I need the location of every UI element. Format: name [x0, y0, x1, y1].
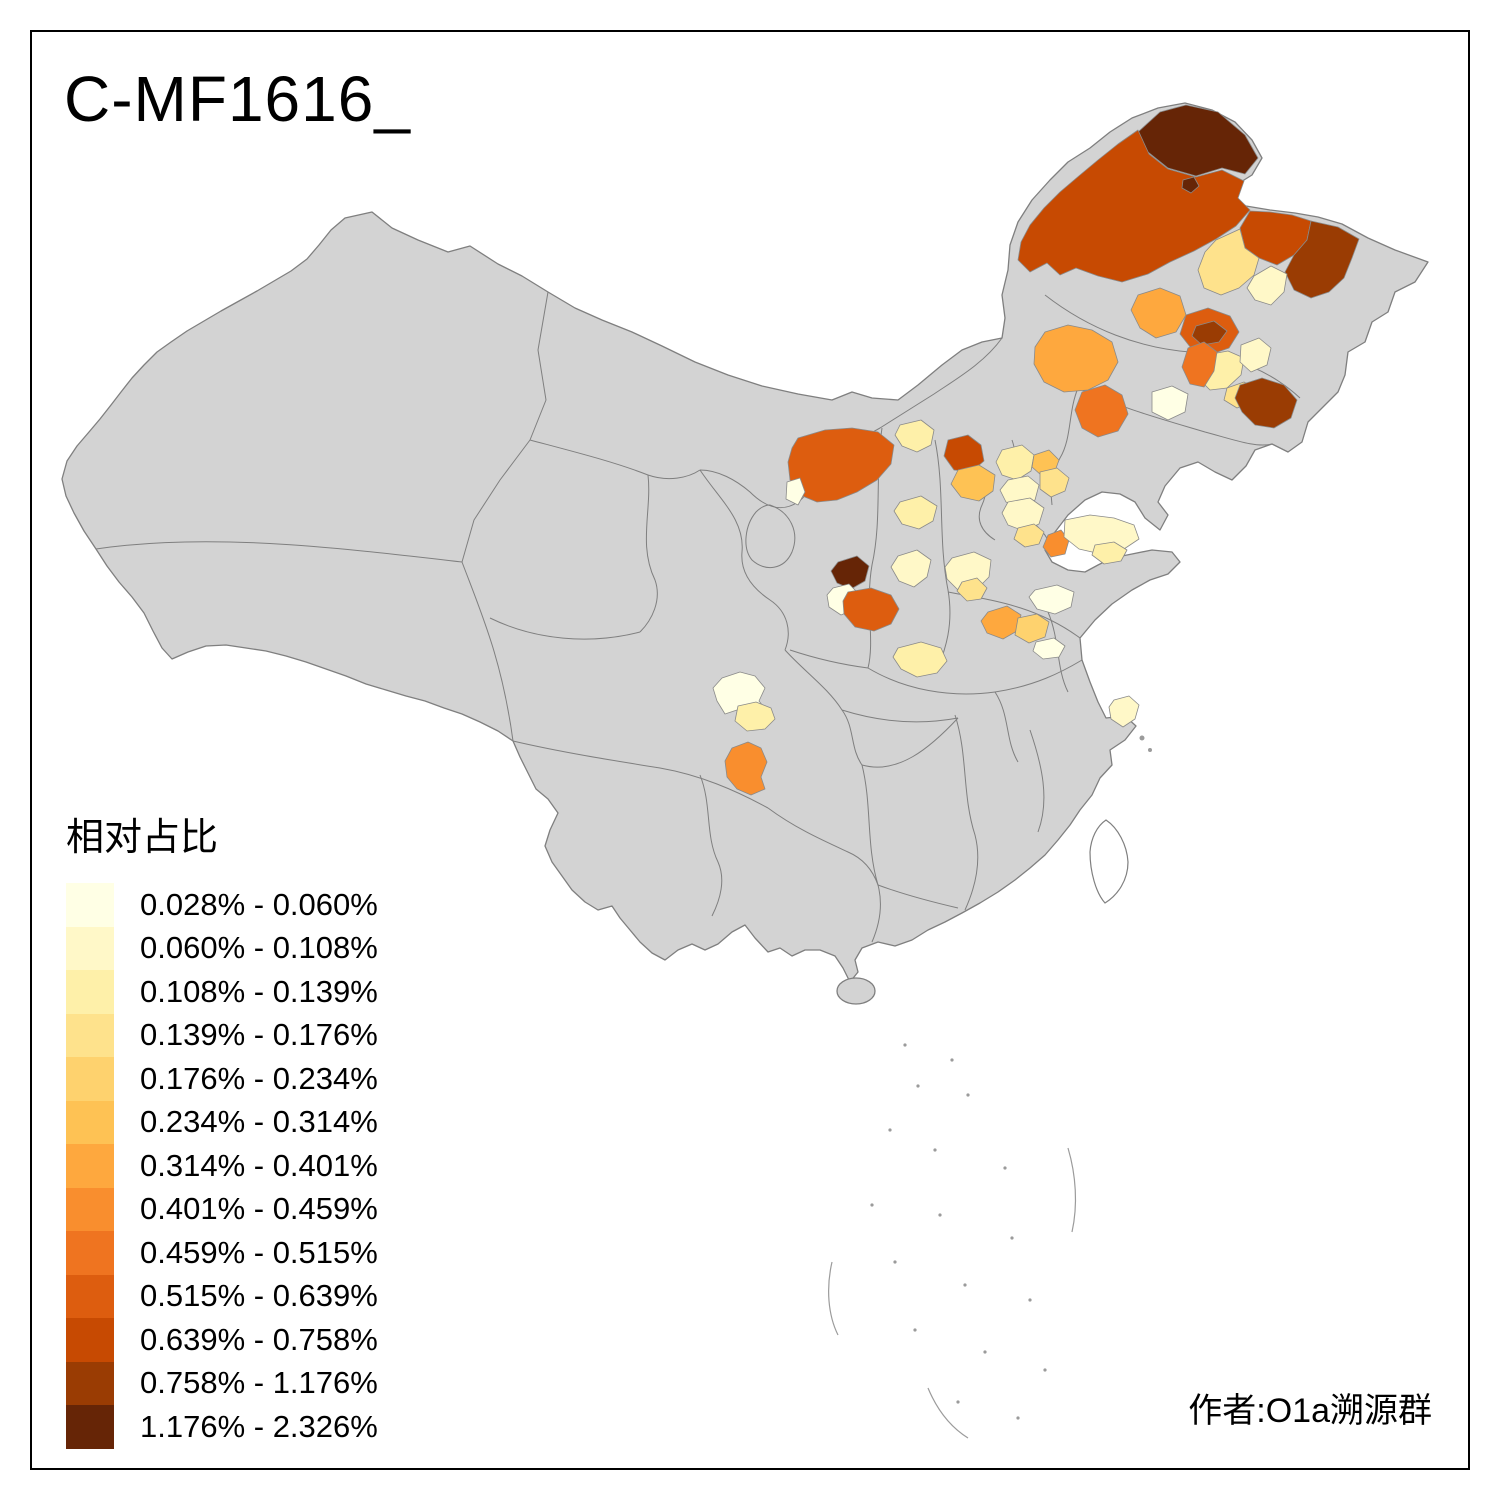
legend-swatch	[66, 1405, 114, 1449]
legend-row: 0.234% - 0.314%	[66, 1100, 378, 1144]
legend-swatch	[66, 1187, 114, 1231]
legend-label: 0.234% - 0.314%	[140, 1104, 378, 1140]
prefecture-region	[787, 427, 895, 503]
taiwan-island	[1089, 819, 1129, 904]
prefecture-region	[1246, 265, 1288, 306]
prefecture-region	[785, 477, 806, 506]
prefecture-region	[1181, 176, 1200, 194]
colored-prefectures	[712, 104, 1360, 796]
legend-row: 0.515% - 0.639%	[66, 1274, 378, 1318]
attribution-text: 作者:O1a溯源群	[1188, 1392, 1432, 1430]
prefecture-region	[1197, 228, 1260, 296]
prefecture-region	[1074, 384, 1129, 438]
legend-label: 0.459% - 0.515%	[140, 1234, 378, 1270]
prefecture-region	[950, 464, 996, 502]
legend-label: 0.176% - 0.234%	[140, 1060, 378, 1096]
legend-swatch	[66, 1057, 114, 1101]
legend-label: 0.639% - 0.758%	[140, 1321, 378, 1357]
legend-label: 0.028% - 0.060%	[140, 886, 378, 922]
legend-row: 0.639% - 0.758%	[66, 1318, 378, 1362]
legend-row: 0.060% - 0.108%	[66, 926, 378, 970]
coastal-islet	[1148, 748, 1152, 752]
legend-label: 0.108% - 0.139%	[140, 973, 378, 1009]
legend-row: 0.314% - 0.401%	[66, 1144, 378, 1188]
prefecture-region	[1091, 541, 1128, 565]
prefecture-region	[734, 701, 776, 732]
china-mainland-outline	[61, 102, 1429, 983]
legend-swatch	[66, 1231, 114, 1275]
legend-row: 0.758% - 1.176%	[66, 1361, 378, 1405]
prefecture-region	[1042, 529, 1070, 558]
legend-row: 1.176% - 2.326%	[66, 1405, 378, 1449]
legend-row: 0.176% - 0.234%	[66, 1057, 378, 1101]
legend-label: 0.314% - 0.401%	[140, 1147, 378, 1183]
legend-label: 0.515% - 0.639%	[140, 1278, 378, 1314]
coastal-islet	[1139, 735, 1145, 741]
prefecture-region	[980, 605, 1022, 640]
prefecture-region	[1033, 324, 1119, 393]
legend-title: 相对占比	[66, 817, 219, 859]
prefecture-region	[1234, 377, 1298, 429]
legend-row: 0.401% - 0.459%	[66, 1187, 378, 1231]
prefecture-region	[830, 555, 870, 590]
legend-label: 0.139% - 0.176%	[140, 1017, 378, 1053]
legend-label: 0.060% - 0.108%	[140, 930, 378, 966]
legend-swatch	[66, 1013, 114, 1057]
prefecture-region	[1014, 613, 1050, 644]
prefecture-region	[1017, 129, 1251, 283]
prefecture-region	[894, 419, 935, 453]
hainan-island	[836, 977, 876, 1005]
legend-row: 0.028% - 0.060%	[66, 883, 378, 927]
prefecture-region	[1137, 104, 1259, 177]
legend-label: 0.401% - 0.459%	[140, 1191, 378, 1227]
legend-row: 0.459% - 0.515%	[66, 1231, 378, 1275]
prefecture-region	[1181, 341, 1218, 388]
prefecture-region	[724, 741, 768, 796]
prefecture-region	[1130, 287, 1187, 339]
legend-row: 0.139% - 0.176%	[66, 1013, 378, 1057]
prefecture-region	[1013, 523, 1045, 548]
prefecture-region	[1239, 337, 1272, 373]
legend-swatch	[66, 1318, 114, 1362]
prefecture-region	[1284, 220, 1360, 299]
legend-label: 1.176% - 2.326%	[140, 1408, 378, 1444]
legend-swatch	[66, 970, 114, 1014]
legend-label: 0.758% - 1.176%	[140, 1365, 378, 1401]
prefecture-region	[893, 495, 938, 530]
prefecture-region	[1063, 514, 1140, 555]
prefecture-region	[1028, 584, 1075, 615]
legend-row: 0.108% - 0.139%	[66, 970, 378, 1014]
plot-title: C-MF1616_	[64, 63, 411, 135]
prefecture-region	[1032, 637, 1066, 660]
prefecture-region	[1108, 695, 1140, 728]
legend-swatch	[66, 1144, 114, 1188]
south-china-sea-islands	[828, 1043, 1077, 1439]
prefecture-region	[890, 549, 932, 588]
prefecture-region	[1039, 467, 1070, 498]
legend-swatch	[66, 926, 114, 970]
prefecture-region	[1151, 385, 1189, 421]
legend-swatch	[66, 1100, 114, 1144]
legend-swatch	[66, 1274, 114, 1318]
prefecture-region	[842, 587, 900, 632]
legend-swatch	[66, 883, 114, 927]
prefecture-region	[1191, 320, 1228, 346]
legend-swatch	[66, 1361, 114, 1405]
legend: 相对占比 0.028% - 0.060% 0.060% - 0.108% 0.1…	[66, 806, 378, 1449]
prefecture-region	[956, 577, 988, 602]
prefecture-region	[995, 444, 1035, 481]
prefecture-region	[892, 641, 948, 678]
